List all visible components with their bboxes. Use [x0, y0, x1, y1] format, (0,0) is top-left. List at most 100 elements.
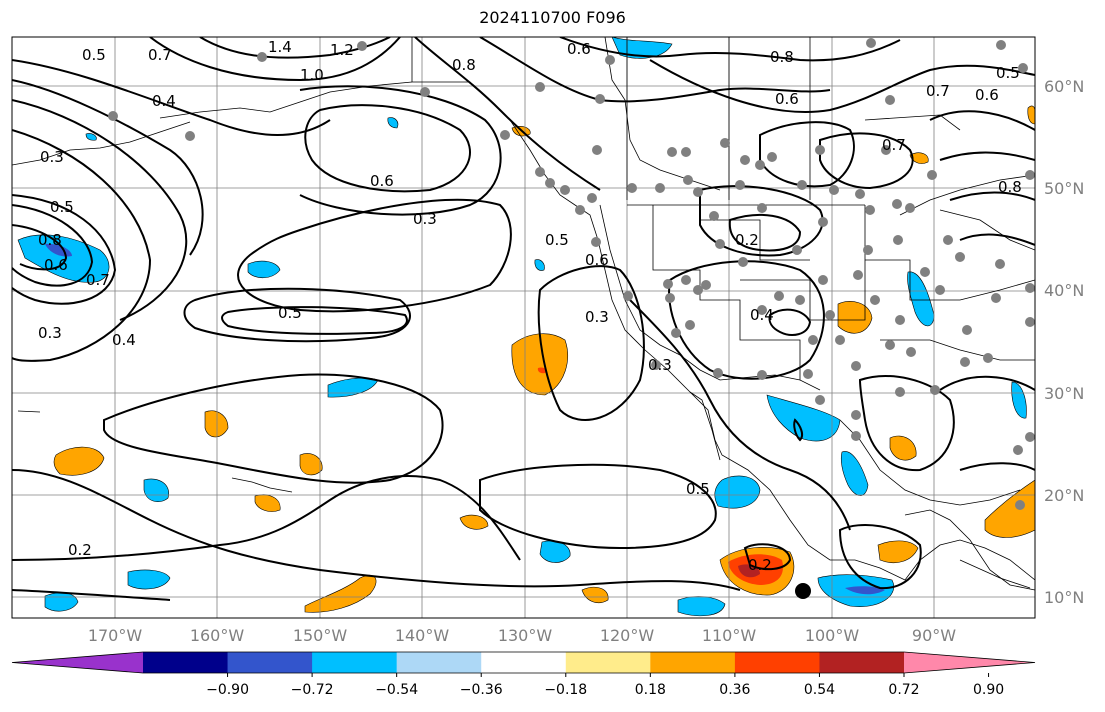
lat-label-40n: 40°N: [1044, 281, 1085, 300]
colorbar-tick-label: −0.36: [459, 682, 503, 698]
lat-label-20n: 20°N: [1044, 486, 1085, 505]
contour-label: 0.3: [40, 148, 64, 166]
blue-blob: [907, 271, 935, 327]
contour-label: 0.6: [775, 90, 799, 108]
lon-label-90w: 90°W: [911, 626, 957, 645]
contour-label: 0.7: [926, 82, 950, 100]
colorbar-bin: [227, 652, 313, 673]
contour-label: 0.5: [545, 231, 569, 249]
orange-blob: [581, 587, 609, 603]
contour-label: 0.4: [152, 92, 176, 110]
colorbar-bin: [481, 652, 567, 673]
lat-label-60n: 60°N: [1044, 77, 1085, 96]
contour-label: 0.2: [735, 231, 759, 249]
contour-lines: [12, 37, 1035, 601]
lon-label-130w: 130°W: [497, 626, 553, 645]
colorbar-extend-low: [12, 652, 143, 673]
contour-label: 0.6: [585, 251, 609, 269]
contour-label: 0.5: [996, 64, 1020, 82]
lat-label-10n: 10°N: [1044, 588, 1085, 607]
contour-label: 0.7: [148, 46, 172, 64]
lon-label-160w: 160°W: [189, 626, 245, 645]
colorbar-bin: [396, 652, 482, 673]
contour-label: 0.6: [975, 86, 999, 104]
blue-blob: [387, 117, 399, 129]
colorbar-tick-label: −0.18: [544, 682, 588, 698]
blue-blob: [766, 394, 841, 442]
colorbar-tick-label: −0.54: [375, 682, 419, 698]
contour-label: 0.7: [86, 271, 110, 289]
orange-blob: [299, 453, 323, 476]
colorbar-bin: [734, 652, 820, 673]
lat-label-30n: 30°N: [1044, 384, 1085, 403]
contour-label: 0.6: [44, 256, 68, 274]
blue-blob: [127, 569, 171, 590]
colorbar-bin: [143, 652, 229, 673]
positive-anomaly-shading: [53, 105, 1035, 613]
orange-blob: [984, 479, 1035, 538]
colorbar-tick-label: 0.72: [888, 682, 920, 698]
orange-blob: [459, 514, 489, 530]
blue-blob: [840, 451, 869, 496]
contour-label: 0.3: [585, 308, 609, 326]
lon-label-170w: 170°W: [87, 626, 143, 645]
contour-label: 1.0: [300, 66, 324, 84]
map-frame: [11, 36, 1036, 619]
colorbar-tick-label: −0.72: [290, 682, 334, 698]
blue-blob: [143, 478, 169, 503]
orange-blob: [1027, 105, 1035, 125]
contour-label: 0.3: [413, 210, 437, 228]
blue-blob-core: [845, 586, 885, 595]
contour-label: 1.2: [330, 41, 354, 59]
contour-label: 0.4: [112, 331, 136, 349]
contour-label: 0.6: [370, 172, 394, 190]
colorbar-extend-high: [904, 652, 1035, 673]
contour-label: 0.8: [38, 231, 62, 249]
highlight-point: [795, 583, 811, 599]
lon-label-120w: 120°W: [599, 626, 655, 645]
colorbar-tick-label: 0.90: [972, 682, 1005, 698]
contour-label: 0.8: [998, 178, 1022, 196]
contour-label-group: 0.5 0.7 0.4 0.3 1.4 1.2 1.0 0.8 0.6 0.3 …: [38, 38, 1022, 574]
colorbar-tick-label: 0.18: [634, 682, 666, 698]
orange-blob: [889, 435, 917, 461]
contour-label: 0.5: [686, 480, 710, 498]
contour-label: 0.2: [748, 556, 772, 574]
colorbar-tick-label: −0.90: [206, 682, 249, 698]
blue-blob: [714, 475, 761, 509]
contour-label: 1.4: [268, 38, 292, 56]
orange-blob: [877, 540, 919, 563]
orange-blob: [204, 410, 229, 438]
orange-blob: [53, 446, 105, 476]
map-frame-bg: [12, 37, 1035, 618]
contour-label: 0.6: [567, 40, 591, 58]
station-markers: [108, 38, 1035, 510]
colorbar-bin: [565, 652, 651, 673]
orange-blob: [837, 301, 873, 334]
colorbar-bin: [819, 652, 905, 673]
red-blob-core: [537, 367, 547, 374]
contour-label: 0.4: [750, 306, 774, 324]
colorbar-bin: [650, 652, 736, 673]
contour-label: 0.3: [648, 356, 672, 374]
colorbar-bin: [312, 652, 398, 673]
map-title: 2024110700 F096: [479, 8, 626, 27]
lat-label-50n: 50°N: [1044, 179, 1085, 198]
blue-blob: [247, 260, 281, 279]
lon-label-100w: 100°W: [804, 626, 860, 645]
blue-blob: [17, 234, 110, 283]
colorbar-outline: [11, 651, 1036, 674]
contour-label: 0.8: [770, 48, 794, 66]
contour-label: 0.5: [82, 46, 106, 64]
contour-label: 0.8: [452, 56, 476, 74]
orange-blob: [511, 333, 568, 396]
colorbar-tick-label: 0.54: [803, 682, 836, 698]
orange-blob: [304, 574, 377, 613]
contour-label: 0.2: [68, 541, 92, 559]
lon-label-140w: 140°W: [394, 626, 450, 645]
lon-label-110w: 110°W: [701, 626, 757, 645]
colorbar-tick-label: 0.36: [719, 682, 751, 698]
colorbar: [11, 651, 1036, 677]
contour-label: 0.5: [50, 198, 74, 216]
blue-blob: [534, 259, 545, 271]
